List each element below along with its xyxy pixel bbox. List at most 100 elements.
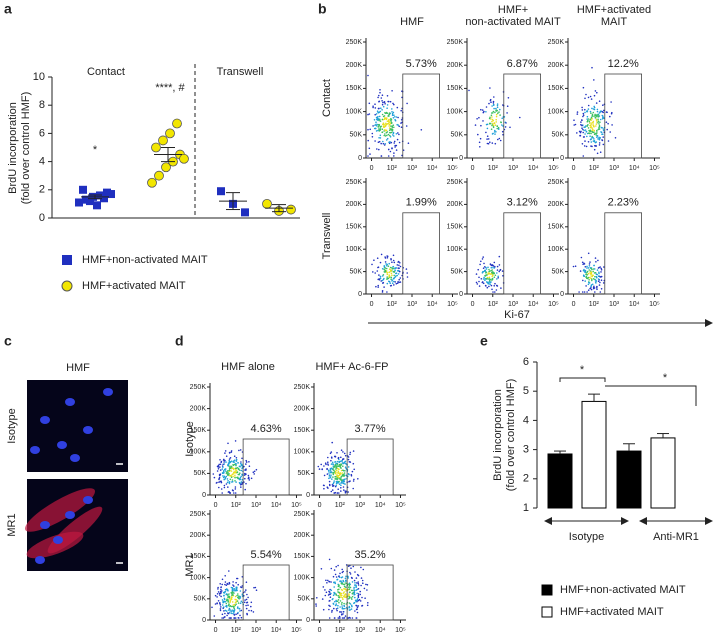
event-dot [216,602,218,605]
event-dot [590,119,592,122]
event-dot [332,594,335,597]
x-tick-label: 10⁵ [447,165,458,172]
event-dot [579,270,582,272]
event-dot [227,491,230,493]
event-dot [596,276,598,279]
event-dot [335,608,338,610]
event-dot [393,126,395,129]
event-dot [237,593,239,595]
event-dot [239,476,242,479]
event-dot [228,597,231,600]
event-dot [499,139,502,142]
x-category-label: Anti-MR1 [653,531,699,543]
event-dot [228,469,231,472]
event-dot [386,277,389,280]
event-dot [337,599,340,601]
event-dot [495,110,497,112]
event-dot [383,277,385,280]
event-dot [582,114,585,116]
event-dot [341,568,344,571]
event-dot [610,101,612,103]
event-dot [490,101,492,103]
event-dot [597,122,599,124]
event-dot [338,463,341,466]
event-dot [225,604,228,607]
event-dot [482,267,485,270]
event-dot [227,486,229,488]
nucleus [83,426,93,434]
event-dot [228,570,230,572]
y-tick-label: 200K [190,405,207,412]
event-dot [496,103,499,105]
event-dot [584,111,586,114]
event-dot [480,108,482,111]
event-dot [349,453,351,456]
event-dot [368,102,371,105]
event-dot [243,474,246,476]
event-dot [230,592,232,594]
event-dot [592,108,595,110]
event-dot [320,463,323,466]
event-dot [331,609,333,612]
event-dot [494,142,497,145]
event-dot [335,466,337,469]
event-dot [482,256,485,258]
event-dot [357,574,360,577]
event-dot [366,604,369,607]
y-tick-label: 200K [447,62,464,69]
event-dot [384,270,387,273]
event-dot [397,132,399,134]
event-dot [374,113,377,116]
event-dot [337,617,340,619]
event-dot [221,492,223,494]
event-dot [492,272,494,275]
event-dot [328,472,330,474]
event-dot [602,282,605,284]
event-dot [350,567,352,569]
event-dot [228,451,231,454]
event-dot [331,611,333,613]
event-dot [598,284,601,286]
event-dot [240,600,243,603]
event-dot [340,464,342,466]
event-dot [246,601,248,604]
event-dot [597,120,600,122]
event-dot [219,608,222,610]
event-dot [342,580,345,583]
event-dot [228,603,230,605]
y-tick-label: 50K [451,132,464,139]
event-dot [224,468,227,470]
event-dot [224,581,227,583]
event-dot [491,124,493,127]
event-dot [237,602,240,604]
event-dot [221,599,224,601]
event-dot [239,449,242,451]
data-point [75,198,83,207]
event-dot [375,123,377,126]
event-dot [375,130,378,132]
event-dot [382,123,384,126]
event-dot [591,127,593,129]
event-dot [330,567,333,570]
event-dot [589,261,591,263]
event-dot [388,121,391,123]
event-dot [491,116,493,118]
event-dot [377,124,380,126]
event-dot [485,106,488,108]
event-dot [217,464,220,467]
y-tick-label: 100K [447,108,464,115]
event-dot [351,581,354,583]
gate [242,438,290,496]
event-dot [360,566,362,569]
event-dot [481,258,484,260]
event-dot [598,138,601,141]
event-dot [234,486,237,488]
event-dot [388,268,391,271]
event-dot [372,106,374,109]
event-dot [221,604,224,606]
event-dot [232,604,235,606]
event-dot [492,265,495,267]
event-dot [588,132,591,135]
event-dot [374,140,376,142]
event-dot [343,585,346,588]
